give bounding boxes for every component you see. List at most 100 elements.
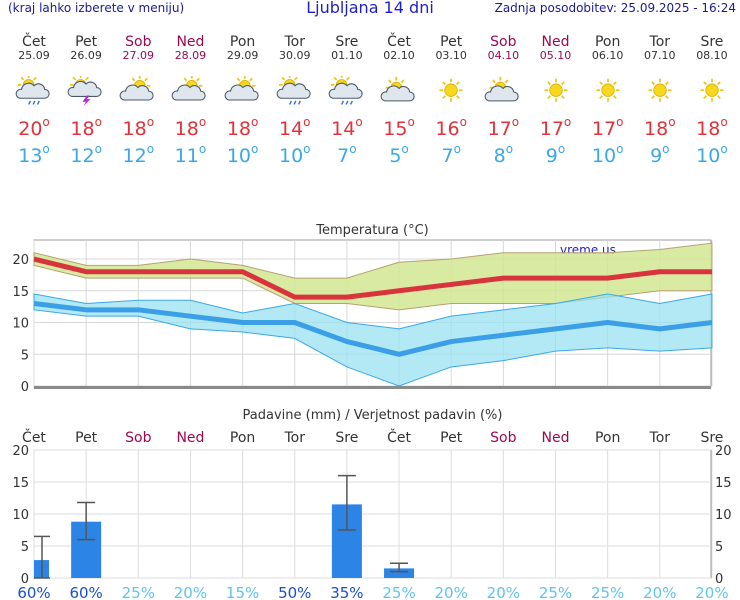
max-temp-range-band xyxy=(33,242,713,311)
max-temp: 20o xyxy=(18,115,50,140)
precip-chart-title: Padavine (mm) / Verjetnost padavin (%) xyxy=(243,408,503,423)
precip-probability: 20% xyxy=(695,584,728,600)
precip-day-label: Tor xyxy=(649,430,671,446)
precip-day-label: Ned xyxy=(176,430,204,446)
day-date: 05.10 xyxy=(539,49,572,62)
max-temp: 15o xyxy=(383,115,415,140)
sun-cloud-rain-icon xyxy=(276,76,311,105)
day-column: Pon 06.10 17o 10o xyxy=(582,34,634,167)
precip-day-label: Sre xyxy=(700,430,723,446)
precip-day-label: Pet xyxy=(440,430,463,446)
sun-small-cloud-icon xyxy=(484,76,519,102)
sun-cloud-rain-icon xyxy=(15,76,50,105)
daily-forecast-strip: Čet 25.09 20o 13o Pet 26.09 18o 12o Sob 27.09 1… xyxy=(0,34,740,174)
day-date: 25.09 xyxy=(18,49,50,62)
day-name: Čet xyxy=(22,34,46,50)
precip-day-label: Čet xyxy=(22,428,46,446)
day-column: Ned 05.10 17o 9o xyxy=(530,34,582,167)
sun-cloud-icon xyxy=(224,76,259,101)
precip-y-tick-label-left: 5 xyxy=(21,540,29,555)
precip-day-label: Ned xyxy=(542,430,570,446)
temp-y-tick-label: 0 xyxy=(21,380,29,395)
precip-probability: 20% xyxy=(643,584,676,600)
day-column: Sre 01.10 14o 7o xyxy=(321,34,373,167)
max-temp: 18o xyxy=(70,115,102,140)
max-temp: 14o xyxy=(331,115,363,140)
day-column: Ned 28.09 18o 11o xyxy=(164,34,216,167)
max-temp: 14o xyxy=(278,115,311,140)
day-column: Čet 25.09 20o 13o xyxy=(8,34,60,167)
day-name: Ned xyxy=(541,34,570,50)
precip-probability: 20% xyxy=(174,584,207,600)
max-temp: 18o xyxy=(226,115,259,140)
sun-cloud-rain-icon xyxy=(328,76,363,105)
precip-day-label: Sob xyxy=(490,430,516,446)
max-temp: 17o xyxy=(591,115,624,140)
precip-y-tick-label-left: 20 xyxy=(12,444,29,459)
precip-probability: 60% xyxy=(17,584,50,600)
day-date: 27.09 xyxy=(122,49,155,62)
day-name: Tor xyxy=(649,34,671,50)
min-temp: 10o xyxy=(278,142,311,167)
max-temp: 18o xyxy=(696,115,728,140)
precip-y-tick-label-left: 0 xyxy=(21,572,29,587)
day-date: 03.10 xyxy=(435,49,467,62)
sun-cloud-icon xyxy=(119,76,154,101)
precip-probability: 15% xyxy=(226,584,259,600)
precip-probability: 25% xyxy=(539,584,572,600)
day-column: Pet 26.09 18o 12o xyxy=(60,34,112,167)
day-column: Pon 29.09 18o 10o xyxy=(217,34,269,167)
precip-day-label: Čet xyxy=(387,428,411,446)
min-temp: 10o xyxy=(591,142,624,167)
precip-y-tick-label-left: 15 xyxy=(12,476,29,491)
min-temp: 9o xyxy=(545,142,566,167)
min-temp: 9o xyxy=(650,142,670,167)
max-temp: 18o xyxy=(174,115,207,140)
min-temp: 7o xyxy=(441,142,461,167)
day-name: Sob xyxy=(490,34,517,50)
day-name: Sre xyxy=(335,34,359,50)
precip-day-label: Pon xyxy=(230,430,255,446)
precip-probability: 20% xyxy=(487,584,520,600)
max-temp-line xyxy=(33,256,712,300)
temp-y-tick-label: 5 xyxy=(21,348,29,363)
precip-day-label: Tor xyxy=(284,430,306,446)
day-name: Pet xyxy=(440,34,463,50)
precip-probability: 50% xyxy=(278,584,311,600)
precip-y-tick-label-right: 10 xyxy=(715,508,732,523)
max-temp: 17o xyxy=(487,115,520,140)
min-temp: 5o xyxy=(389,142,409,167)
day-column: Pet 03.10 16o 7o xyxy=(425,34,477,167)
precip-probability: 25% xyxy=(122,584,155,600)
sun-icon xyxy=(439,78,463,102)
precip-probability: 25% xyxy=(591,584,624,600)
precip-y-tick-label-right: 15 xyxy=(715,476,732,491)
day-column: Tor 30.09 14o 10o xyxy=(269,34,321,167)
day-date: 28.09 xyxy=(174,49,207,62)
temp-chart-title: Temperatura (°C) xyxy=(315,223,428,238)
temp-y-tick-label: 20 xyxy=(12,253,29,268)
min-temp-line xyxy=(33,300,713,357)
day-date: 29.09 xyxy=(226,49,259,62)
day-column: Sob 04.10 17o 8o xyxy=(477,34,529,167)
day-column: Sob 27.09 18o 12o xyxy=(112,34,164,167)
day-name: Ned xyxy=(176,34,205,50)
sun-icon xyxy=(596,78,620,102)
day-date: 26.09 xyxy=(70,49,102,62)
day-date: 06.10 xyxy=(591,49,624,62)
day-name: Čet xyxy=(387,34,411,50)
precip-y-tick-label-right: 0 xyxy=(715,572,723,587)
min-temp: 10o xyxy=(226,142,259,167)
precip-y-tick-label-right: 20 xyxy=(715,444,732,459)
precip-bar xyxy=(384,568,415,578)
max-temp: 18o xyxy=(122,115,155,140)
last-updated: Zadnja posodobitev: 25.09.2025 - 16:24 xyxy=(494,1,736,15)
day-column: Čet 02.10 15o 5o xyxy=(373,34,425,167)
max-temp: 18o xyxy=(644,115,676,140)
sun-small-cloud-icon xyxy=(380,76,415,102)
sun-icon xyxy=(648,78,672,102)
day-date: 02.10 xyxy=(383,49,415,62)
sun-icon xyxy=(543,78,568,102)
max-temp: 16o xyxy=(435,115,467,140)
